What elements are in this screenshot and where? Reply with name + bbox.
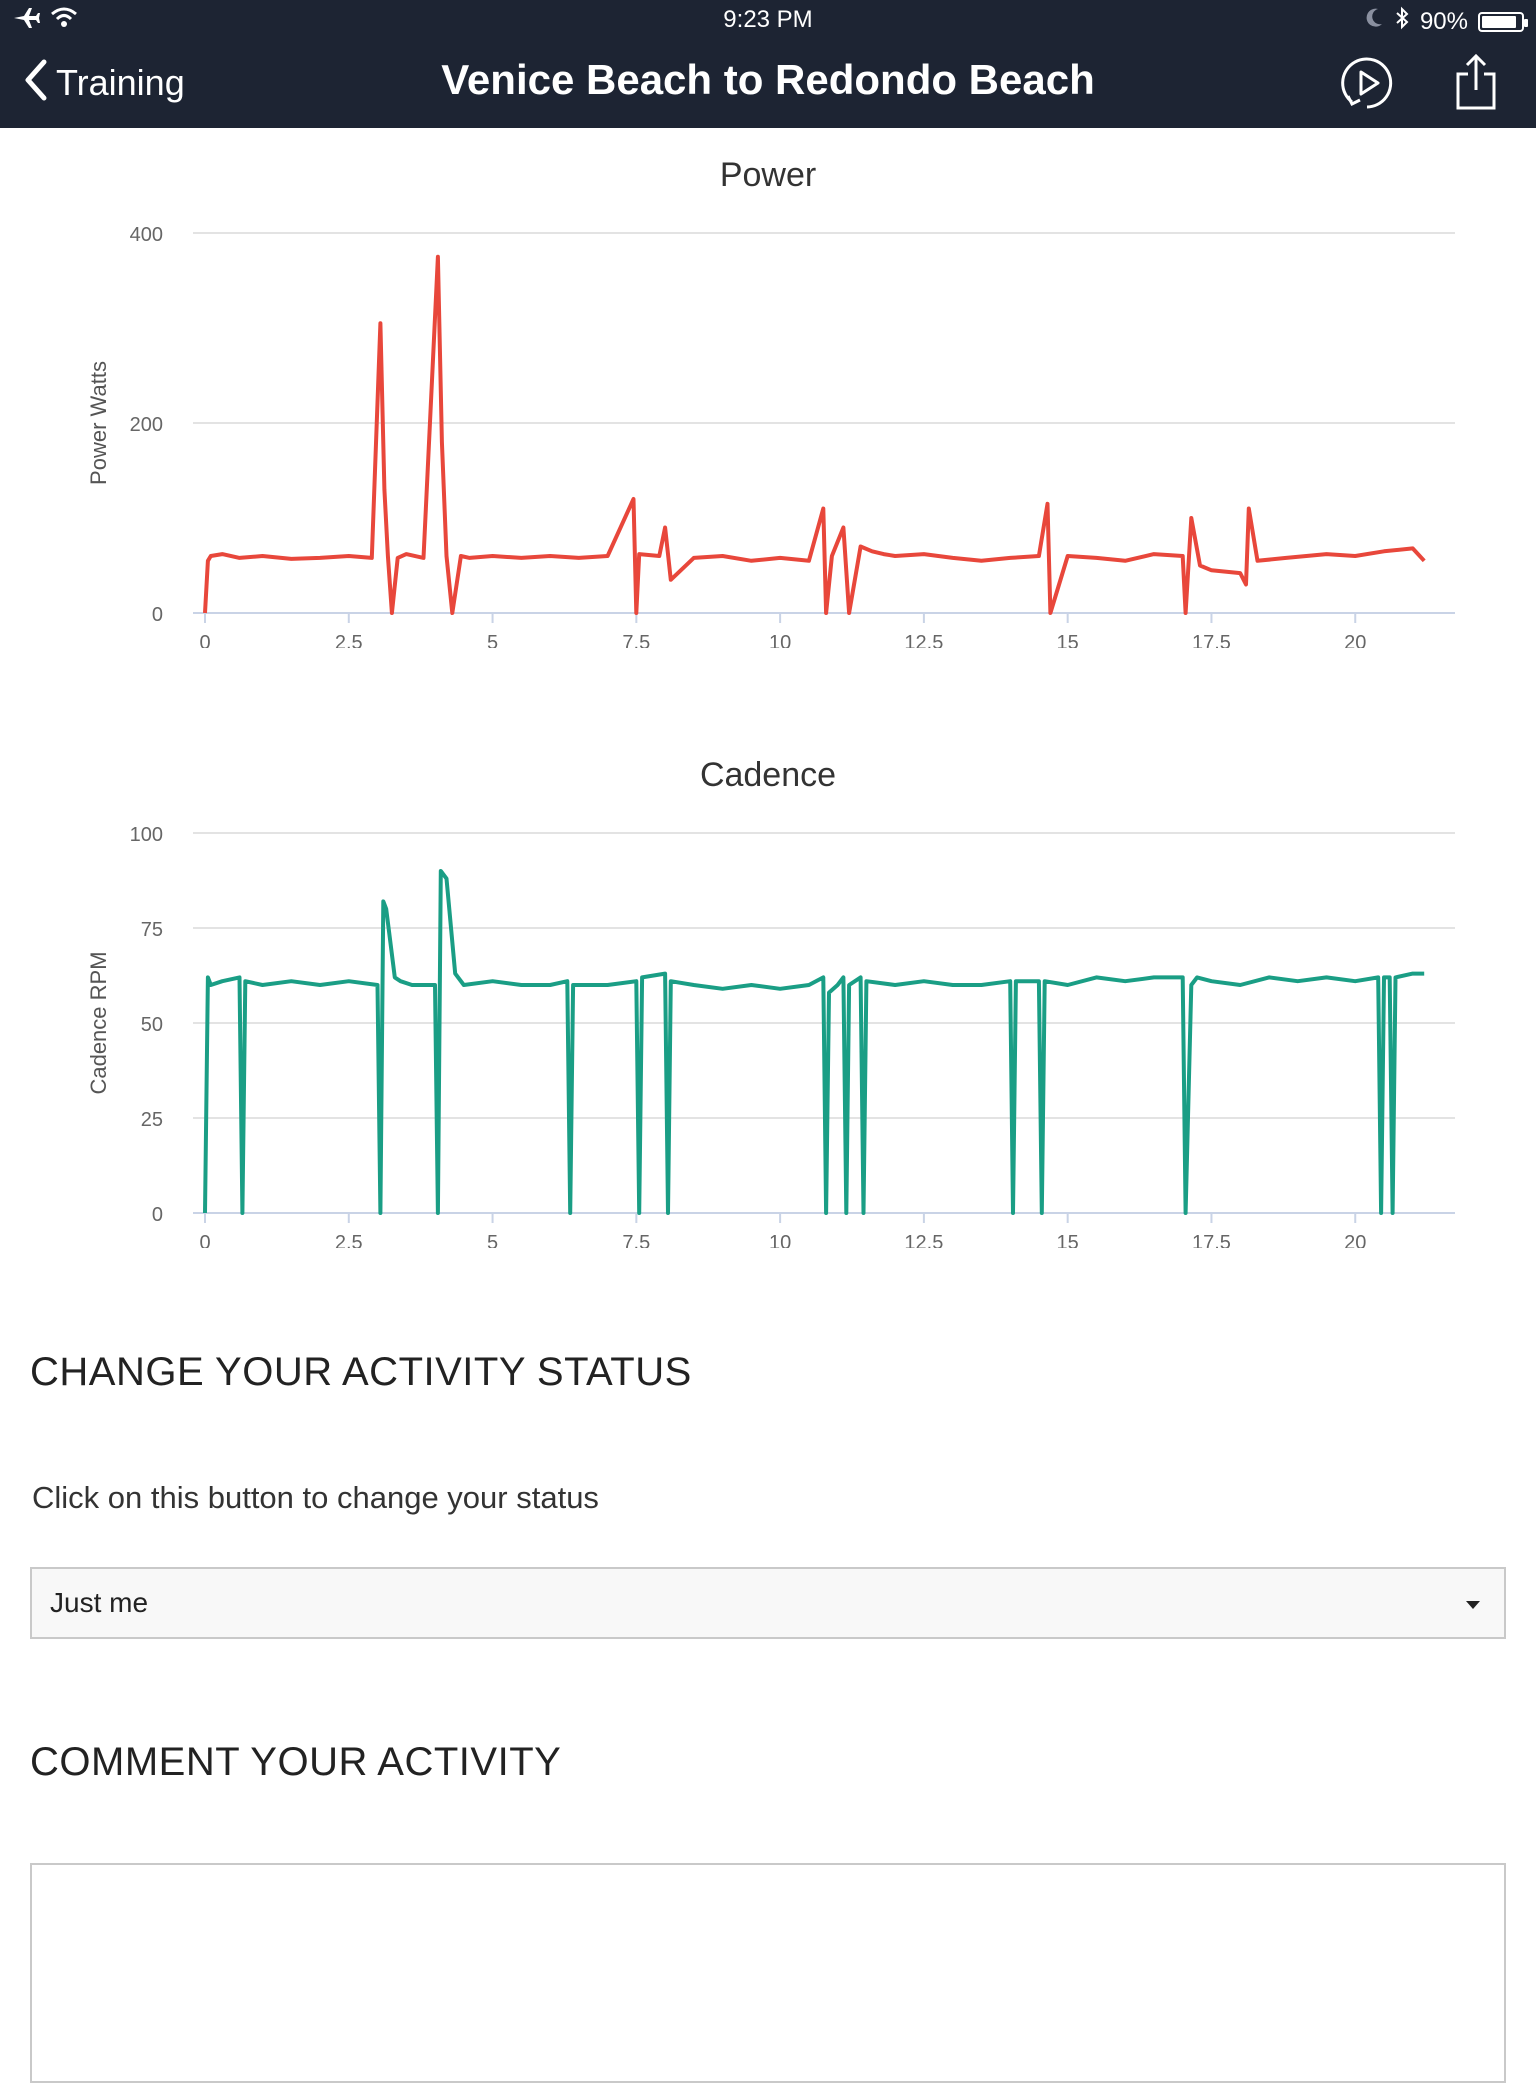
power-x-tick-label: 7.5: [622, 632, 650, 648]
cadence-x-tick-label: 20: [1344, 1232, 1366, 1248]
power-x-tick-label: 12.5: [904, 632, 943, 648]
power-y-tick-label: 400: [130, 224, 163, 246]
share-icon[interactable]: [1454, 52, 1498, 117]
cadence-y-axis-label: Cadence RPM: [86, 951, 111, 1094]
caret-down-icon: [1466, 1601, 1480, 1609]
power-x-tick-label: 10: [769, 632, 791, 648]
chevron-left-icon: [22, 58, 48, 107]
cadence-x-tick-label: 5: [487, 1232, 498, 1248]
battery-level: [1482, 15, 1517, 28]
status-time: 9:23 PM: [723, 6, 813, 33]
cadence-x-tick-label: 12.5: [904, 1232, 943, 1248]
play-replay-icon[interactable]: [1338, 54, 1396, 117]
power-x-tick-label: 20: [1344, 632, 1366, 648]
power-y-tick-label: 200: [130, 414, 163, 436]
airplane-icon: [12, 6, 40, 37]
cadence-x-tick-label: 0: [199, 1232, 210, 1248]
cadence-chart-title: Cadence: [699, 756, 837, 794]
comment-heading: COMMENT YOUR ACTIVITY: [30, 1740, 562, 1784]
power-x-tick-label: 15: [1057, 632, 1079, 648]
cadence-y-tick-label: 0: [152, 1204, 163, 1226]
cadence-x-tick-label: 15: [1057, 1232, 1079, 1248]
back-button[interactable]: Training: [22, 58, 185, 107]
back-label: Training: [56, 61, 185, 103]
status-right: 90%: [1364, 6, 1528, 37]
activity-status-heading: CHANGE YOUR ACTIVITY STATUS: [30, 1350, 692, 1394]
cadence-x-tick-label: 2.5: [335, 1232, 363, 1248]
activity-status-select[interactable]: Just me: [30, 1567, 1506, 1639]
comment-textarea[interactable]: [30, 1863, 1506, 2083]
cadence-x-tick-label: 17.5: [1192, 1232, 1231, 1248]
power-y-tick-label: 0: [152, 604, 163, 626]
page-title: Venice Beach to Redondo Beach: [441, 56, 1095, 103]
cadence-y-tick-label: 100: [130, 824, 163, 846]
power-chart-title: Power: [719, 156, 817, 194]
cadence-y-tick-label: 25: [141, 1109, 163, 1131]
status-bar: 9:23 PM 90%: [0, 0, 1536, 40]
power-x-tick-label: 0: [199, 632, 210, 648]
wifi-icon: [50, 7, 78, 36]
power-series-line: [203, 254, 1426, 615]
power-chart: Power 0 200 400 0 2.5 5 7.5 10 12.5 15 17.5 20 Power…: [0, 128, 1536, 668]
activity-status-value: Just me: [50, 1587, 149, 1618]
cadence-y-tick-label: 75: [141, 919, 163, 941]
bluetooth-icon: [1394, 6, 1410, 37]
cadence-x-tick-label: 7.5: [622, 1232, 650, 1248]
battery-icon: [1478, 11, 1528, 32]
cadence-x-tick-label: 10: [769, 1232, 791, 1248]
battery-percent: 90%: [1419, 7, 1468, 35]
power-x-tick-label: 5: [487, 632, 498, 648]
cadence-series-line: [203, 869, 1425, 1215]
power-x-tick-label: 2.5: [335, 632, 363, 648]
power-y-axis-label: Power Watts: [86, 361, 111, 485]
power-x-tick-label: 17.5: [1192, 632, 1231, 648]
moon-icon: [1364, 7, 1384, 36]
status-left: [12, 6, 78, 37]
cadence-y-tick-label: 50: [141, 1014, 163, 1036]
activity-status-helper: Click on this button to change your stat…: [32, 1480, 599, 1515]
cadence-chart: Cadence 0 25 50 75 100 0 2.5 5 7.5 10 12.5 15 17.5 20…: [0, 728, 1536, 1268]
cadence-chart-plot: 0 25 50 75 100 0 2.5 5 7.5 10 12.5 15 17.5 20 Cadence …: [86, 824, 1455, 1248]
nav-bar: Training Venice Beach to Redondo Beach: [0, 40, 1536, 128]
power-chart-plot: 0 200 400 0 2.5 5 7.5 10 12.5 15 17.5 20 Power Watts: [86, 224, 1455, 648]
